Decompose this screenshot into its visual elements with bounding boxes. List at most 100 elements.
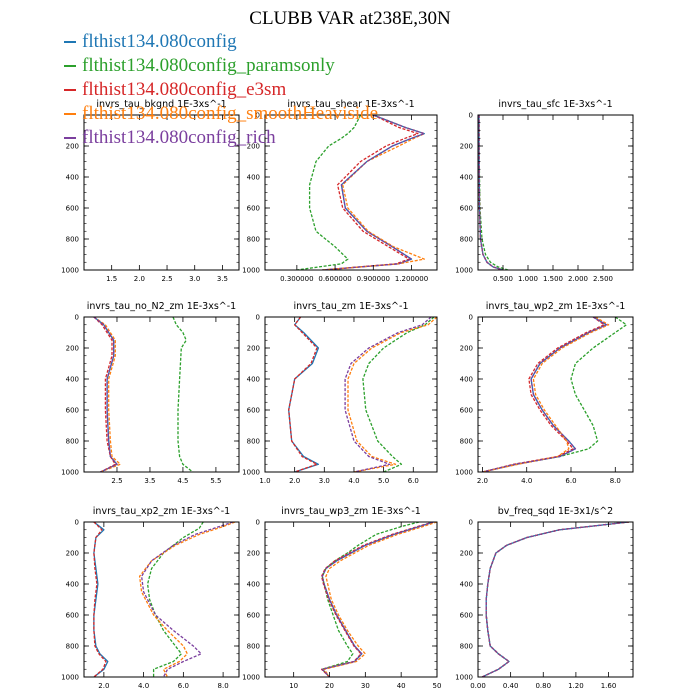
- x-tick-label: 4.0: [138, 682, 149, 690]
- x-tick-label: 3.5: [217, 275, 228, 283]
- y-tick-label: 600: [247, 612, 260, 620]
- x-tick-label: 30: [361, 682, 370, 690]
- panel-title: invrs_tau_sfc 1E-3xs^-1: [498, 99, 612, 110]
- y-tick-label: 400: [66, 581, 79, 589]
- x-tick-label: 6.0: [178, 682, 189, 690]
- y-tick-label: 800: [66, 236, 79, 244]
- series-line: [482, 317, 628, 472]
- panel-frame: [264, 316, 438, 473]
- legend-item: flthist134.080config: [64, 30, 378, 54]
- legend-swatch: [64, 65, 76, 67]
- panel-title: invrs_tau_no_N2_zm 1E-3xs^-1: [87, 301, 236, 312]
- y-tick-label: 0: [75, 314, 79, 322]
- x-tick-label: 3.0: [189, 275, 200, 283]
- panel-title: invrs_tau_wp2_zm 1E-3xs^-1: [486, 301, 626, 312]
- y-tick-label: 600: [247, 205, 260, 213]
- y-tick-label: 1000: [61, 674, 79, 682]
- panel-frame: [83, 521, 240, 678]
- y-tick-label: 1000: [61, 267, 79, 275]
- panel: invrs_tau_zm 1E-3xs^-1 1.0 2.0 3.0 4.0 5.0 6.0…: [242, 301, 438, 485]
- x-tick-label: 1.200000: [395, 275, 428, 283]
- series-line: [481, 522, 629, 677]
- series-line: [322, 115, 419, 270]
- y-tick-label: 600: [66, 407, 79, 415]
- legend-swatch: [64, 41, 76, 43]
- x-tick-label: 20: [325, 682, 334, 690]
- x-tick-label: 10: [289, 682, 298, 690]
- x-tick-label: 6.0: [408, 477, 419, 485]
- y-tick-label: 400: [66, 174, 79, 182]
- y-tick-label: 400: [460, 376, 473, 384]
- y-tick-label: 400: [247, 174, 260, 182]
- series-line: [478, 115, 509, 270]
- y-tick-label: 0: [256, 112, 260, 120]
- series-group: [481, 522, 629, 677]
- panel: invrs_tau_sfc 1E-3xs^-1 0.500 1.000 1.500 2.…: [455, 99, 634, 283]
- series-line: [482, 317, 610, 472]
- panel-title: invrs_tau_wp3_zm 1E-3xs^-1: [281, 506, 421, 517]
- panel: invrs_tau_wp3_zm 1E-3xs^-1 10 20 30 40 50 0 200…: [242, 506, 441, 690]
- y-tick-label: 800: [460, 236, 473, 244]
- x-tick-label: 4.0: [348, 477, 359, 485]
- x-tick-label: 3.0: [319, 477, 330, 485]
- panel-title: invrs_tau_zm 1E-3xs^-1: [294, 301, 409, 312]
- x-tick-label: 1.60: [601, 682, 617, 690]
- x-tick-label: 8.0: [218, 682, 229, 690]
- panel: bv_freq_sqd 1E-3x1/s^2 0.00 0.40 0.80 1.20 1.…: [455, 506, 634, 690]
- y-tick-label: 800: [66, 643, 79, 651]
- series-line: [93, 522, 109, 677]
- series-line: [321, 522, 434, 677]
- x-tick-label: 4.5: [177, 477, 188, 485]
- x-tick-label: 2.5: [161, 275, 172, 283]
- y-tick-label: 0: [469, 112, 473, 120]
- legend-swatch: [64, 137, 76, 139]
- x-tick-label: 1.000: [518, 275, 538, 283]
- y-tick-label: 200: [247, 345, 260, 353]
- y-tick-label: 1000: [61, 469, 79, 477]
- y-tick-label: 400: [460, 174, 473, 182]
- x-tick-label: 5.5: [210, 477, 221, 485]
- legend-label: flthist134.080config_paramsonly: [82, 55, 335, 76]
- y-tick-label: 200: [460, 550, 473, 558]
- y-tick-label: 200: [66, 345, 79, 353]
- y-tick-label: 1000: [242, 267, 260, 275]
- panel: invrs_tau_wp2_zm 1E-3xs^-1 2.0 4.0 6.0 8.0 0 2…: [455, 301, 634, 485]
- series-line: [362, 317, 435, 472]
- x-tick-label: 1.500: [543, 275, 563, 283]
- series-line: [478, 115, 504, 270]
- series-line: [481, 522, 629, 677]
- panel-title: invrs_tau_bkgnd 1E-3xs^-1: [96, 99, 226, 110]
- y-tick-label: 800: [247, 438, 260, 446]
- legend-item: flthist134.080config_paramsonly: [64, 54, 378, 78]
- panel-title: invrs_tau_xp2_zm 1E-3xs^-1: [93, 506, 230, 517]
- y-tick-label: 200: [66, 550, 79, 558]
- panel-frame: [477, 316, 634, 473]
- legend-label: flthist134.080config_rich: [82, 127, 276, 148]
- chart-title: CLUBB VAR at238E,30N: [249, 8, 451, 29]
- y-tick-label: 1000: [455, 469, 473, 477]
- y-tick-label: 0: [469, 519, 473, 527]
- x-tick-label: 3.5: [144, 477, 155, 485]
- series-group: [478, 115, 509, 270]
- series-line: [138, 522, 236, 677]
- y-tick-label: 200: [460, 143, 473, 151]
- panel: invrs_tau_no_N2_zm 1E-3xs^-1 2.5 3.5 4.5 5.5…: [61, 301, 240, 485]
- series-line: [478, 115, 504, 270]
- x-tick-label: 0.900000: [357, 275, 390, 283]
- series-line: [322, 115, 425, 270]
- y-tick-label: 800: [66, 438, 79, 446]
- y-tick-label: 400: [247, 376, 260, 384]
- x-tick-label: 1.0: [259, 477, 270, 485]
- series-line: [321, 522, 434, 677]
- y-tick-label: 800: [247, 643, 260, 651]
- y-tick-label: 400: [247, 581, 260, 589]
- series-group: [93, 522, 236, 677]
- y-tick-label: 600: [460, 407, 473, 415]
- y-tick-label: 600: [66, 612, 79, 620]
- panel-frame: [477, 521, 634, 678]
- series-line: [482, 317, 608, 472]
- legend: flthist134.080config flthist134.080confi…: [64, 30, 378, 150]
- series-line: [288, 317, 320, 472]
- y-tick-label: 0: [256, 314, 260, 322]
- series-line: [481, 522, 629, 677]
